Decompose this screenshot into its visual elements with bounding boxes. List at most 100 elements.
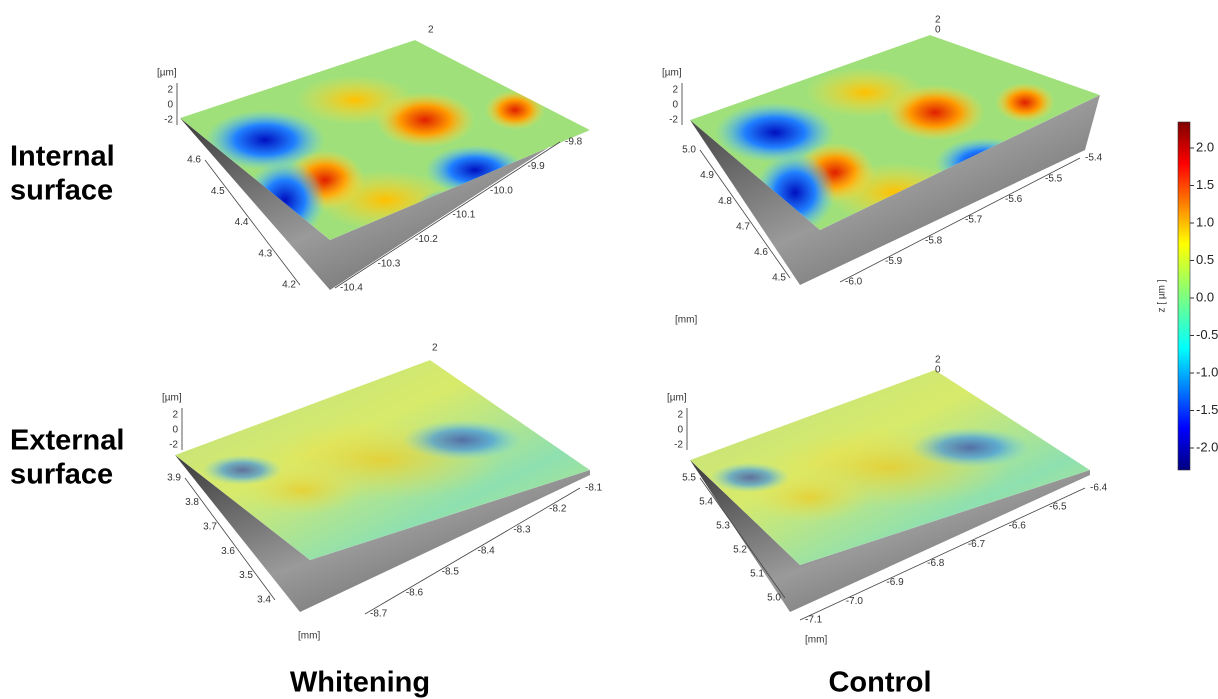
colorbar-tick-label: 1.5 [1196, 177, 1214, 192]
z-tick-label: 2 [677, 410, 683, 421]
figure: [µm] 2 0 -2 2 4.6 4.5 4.4 4.3 4.2 -9.8 -9.9 -10.0 -10… [0, 0, 1218, 699]
x-ticks-label: -6.4 [1090, 483, 1108, 494]
column-label: Whitening [290, 667, 430, 699]
y-ticks-label: 4.8 [718, 196, 732, 207]
z-tick-label: 2 [172, 410, 178, 421]
row-label: Internal [10, 141, 115, 173]
z-tick-label: 2 [672, 85, 678, 96]
peak-label: 2 [428, 25, 434, 36]
surface-blob [910, 428, 1030, 468]
z-unit: [µm] [157, 68, 177, 79]
column-label: Control [828, 667, 931, 699]
x-ticks-label: -5.4 [1085, 153, 1103, 164]
z-unit: [µm] [162, 393, 182, 404]
y-ticks-label: 5.1 [750, 569, 764, 580]
y-ticks-label: 4.6 [187, 155, 201, 166]
y-ticks-label: 3.5 [239, 570, 253, 581]
surface-blob [710, 463, 790, 493]
y-ticks-label: 5.0 [682, 145, 696, 156]
colorbar-label: z [ µm ] [1157, 279, 1168, 312]
colorbar-tick-label: -1.5 [1196, 402, 1218, 417]
surface-blob [403, 420, 523, 460]
y-ticks-label: 5.0 [767, 593, 781, 604]
x-ticks-label: -10.1 [453, 210, 476, 221]
y-ticks-label: 5.3 [716, 521, 730, 532]
x-ticks-label: -8.4 [478, 546, 496, 557]
y-ticks-label: 4.3 [258, 248, 272, 259]
surface-blob [485, 90, 545, 130]
y-ticks-label: 5.4 [699, 497, 713, 508]
x-ticks-label: -9.8 [565, 137, 583, 148]
colorbar-tick-label: 0.0 [1196, 289, 1214, 304]
peak-label: 2 [432, 343, 438, 354]
surface-panel [175, 360, 590, 612]
colorbar-tick-label: -1.0 [1196, 364, 1218, 379]
x-ticks-label: -5.8 [925, 235, 943, 246]
x-ticks-label: -5.5 [1045, 173, 1063, 184]
x-ticks-label: -9.9 [528, 161, 546, 172]
surface-blob [203, 455, 283, 485]
x-unit: [mm] [805, 635, 827, 646]
z-tick-label: 0 [677, 425, 683, 436]
colorbar [1178, 122, 1190, 470]
x-ticks-label: -6.7 [968, 539, 986, 550]
x-ticks-label: -7.0 [846, 596, 864, 607]
y-ticks-label: 4.7 [736, 221, 750, 232]
surface-blob [995, 83, 1055, 123]
x-ticks-label: -6.6 [1009, 520, 1027, 531]
x-ticks-label: -10.3 [378, 258, 401, 269]
surface-panel [690, 35, 1100, 285]
row-label: External [10, 425, 124, 457]
z-tick-label: 0 [167, 100, 173, 111]
surface-top [180, 40, 590, 240]
x-unit: [mm] [298, 631, 320, 642]
y-ticks-label: 4.2 [282, 280, 296, 291]
z-tick-label: -2 [169, 440, 178, 451]
peak-label: 0 [935, 365, 941, 376]
y-ticks-label: 4.5 [211, 186, 225, 197]
z-tick-label: -2 [164, 115, 173, 126]
z-unit: [µm] [662, 68, 682, 79]
y-ticks-label: 3.8 [185, 497, 199, 508]
x-ticks-label: -8.3 [513, 525, 531, 536]
colorbar-tick-label: 1.0 [1196, 214, 1214, 229]
y-ticks-label: 5.5 [682, 473, 696, 484]
z-tick-label: -2 [669, 115, 678, 126]
y-ticks-label: 4.4 [235, 217, 249, 228]
x-ticks-label: -10.0 [490, 185, 513, 196]
x-ticks-label: -7.1 [805, 615, 823, 626]
z-tick-label: 0 [172, 425, 178, 436]
row-label: surface [10, 459, 113, 491]
y-ticks-label: 3.6 [221, 546, 235, 557]
row-label: surface [10, 175, 113, 207]
y-ticks-label: 4.5 [772, 273, 786, 284]
surface-blob [805, 68, 925, 118]
x-ticks-label: -5.6 [1005, 194, 1023, 205]
x-ticks-label: -6.9 [886, 577, 904, 588]
y-ticks-label: 3.9 [167, 473, 181, 484]
x-ticks-label: -8.1 [585, 483, 603, 494]
peak-label: 0 [935, 25, 941, 36]
y-ticks-label: 3.7 [203, 521, 217, 532]
x-ticks-label: -5.7 [965, 215, 983, 226]
z-tick-label: 0 [672, 100, 678, 111]
surface-blob [295, 75, 415, 125]
z-tick-label: 2 [167, 85, 173, 96]
z-tick-label: -2 [674, 440, 683, 451]
z-unit: [µm] [667, 393, 687, 404]
colorbar-tick-label: -2.0 [1196, 439, 1218, 454]
x-ticks-label: -6.0 [845, 277, 863, 288]
y-ticks-label: 4.9 [700, 170, 714, 181]
x-ticks-label: -6.5 [1049, 501, 1067, 512]
y-ticks-label: 3.4 [257, 595, 271, 606]
colorbar-tick-label: 2.0 [1196, 139, 1214, 154]
x-ticks-label: -10.4 [340, 283, 363, 294]
x-ticks-label: -8.6 [406, 588, 424, 599]
x-ticks-label: -5.9 [885, 256, 903, 267]
y-ticks-label: 5.2 [733, 545, 747, 556]
colorbar-tick-label: 0.5 [1196, 252, 1214, 267]
x-ticks-label: -8.5 [442, 567, 460, 578]
x-unit: [mm] [675, 315, 697, 326]
x-ticks-label: -8.2 [549, 504, 567, 515]
x-ticks-label: -8.7 [370, 609, 388, 620]
